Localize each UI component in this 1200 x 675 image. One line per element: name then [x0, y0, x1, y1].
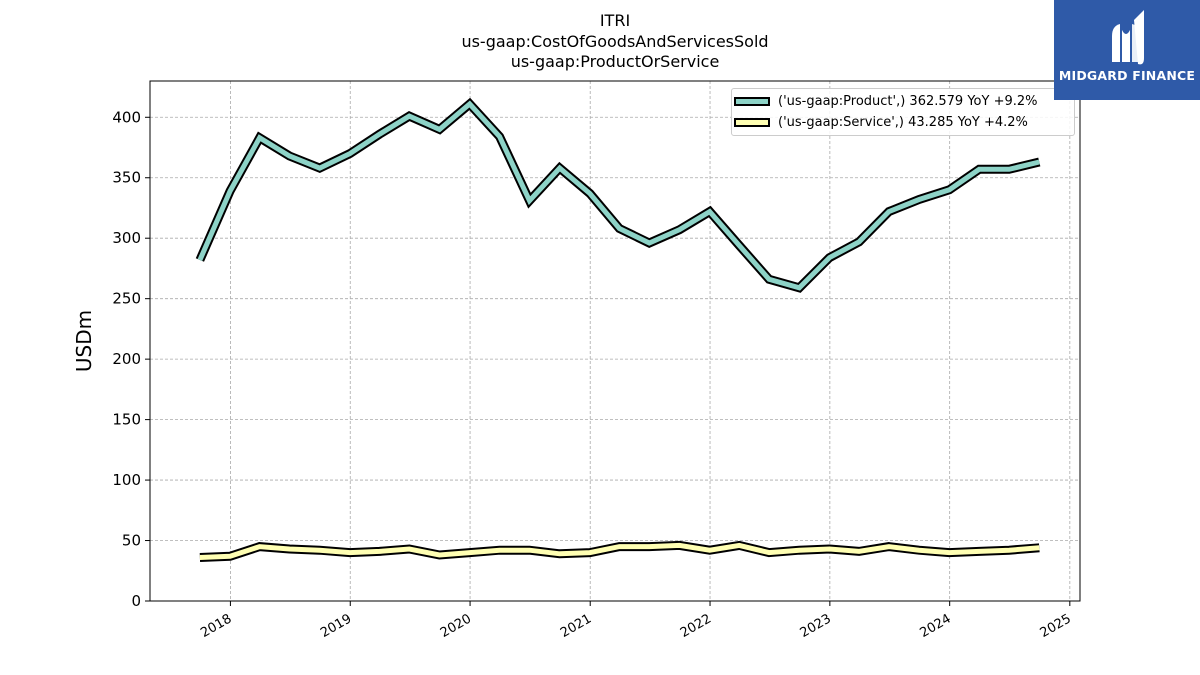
- x-tick-label: 2021: [558, 611, 594, 641]
- series-lines: [195, 97, 1041, 562]
- y-tick-label: 300: [112, 229, 141, 247]
- y-tick-label: 100: [112, 471, 141, 489]
- y-tick-label: 250: [112, 290, 141, 308]
- y-tick-label: 350: [112, 169, 141, 187]
- x-tick-label: 2024: [918, 611, 954, 641]
- legend-swatch-product: [734, 96, 770, 106]
- x-tick-label: 2019: [318, 611, 354, 641]
- chart-title-line-3: us-gaap:ProductOrService: [510, 52, 720, 71]
- y-tick-label: 50: [122, 532, 141, 550]
- legend-label-product: ('us-gaap:Product',) 362.579 YoY +9.2%: [778, 93, 1038, 109]
- midgard-logo-icon: [1112, 10, 1144, 65]
- logo-text: MIDGARD FINANCE: [1058, 68, 1196, 83]
- chart-title-line-2: us-gaap:CostOfGoodsAndServicesSold: [461, 32, 769, 51]
- legend-item-service: ('us-gaap:Service',) 43.285 YoY +4.2%: [732, 113, 1028, 131]
- y-tick-label: 150: [112, 411, 141, 429]
- legend-swatch-service: [734, 117, 770, 127]
- plot-frame: [149, 80, 1081, 602]
- legend-item-product: ('us-gaap:Product',) 362.579 YoY +9.2%: [732, 92, 1038, 110]
- y-tick-label: 400: [112, 108, 141, 126]
- midgard-finance-logo: MIDGARD FINANCE: [1054, 0, 1200, 100]
- axes: 0 50 100 150 200 250 300 350 400 2018 2019 2020 2021…: [112, 108, 1073, 641]
- x-tick-label: 2022: [678, 611, 714, 641]
- x-tick-label: 2018: [198, 611, 234, 641]
- chart-title-line-1: ITRI: [599, 11, 631, 30]
- y-tick-label: 200: [112, 350, 141, 368]
- grid: [150, 81, 1080, 601]
- legend: ('us-gaap:Product',) 362.579 YoY +9.2% (…: [731, 88, 1075, 136]
- y-axis-label: USDm: [72, 310, 96, 372]
- legend-label-service: ('us-gaap:Service',) 43.285 YoY +4.2%: [778, 114, 1028, 130]
- x-tick-label: 2023: [798, 611, 834, 641]
- y-tick-label: 0: [131, 592, 141, 610]
- x-tick-label: 2020: [438, 611, 474, 641]
- x-tick-label: 2025: [1038, 611, 1074, 641]
